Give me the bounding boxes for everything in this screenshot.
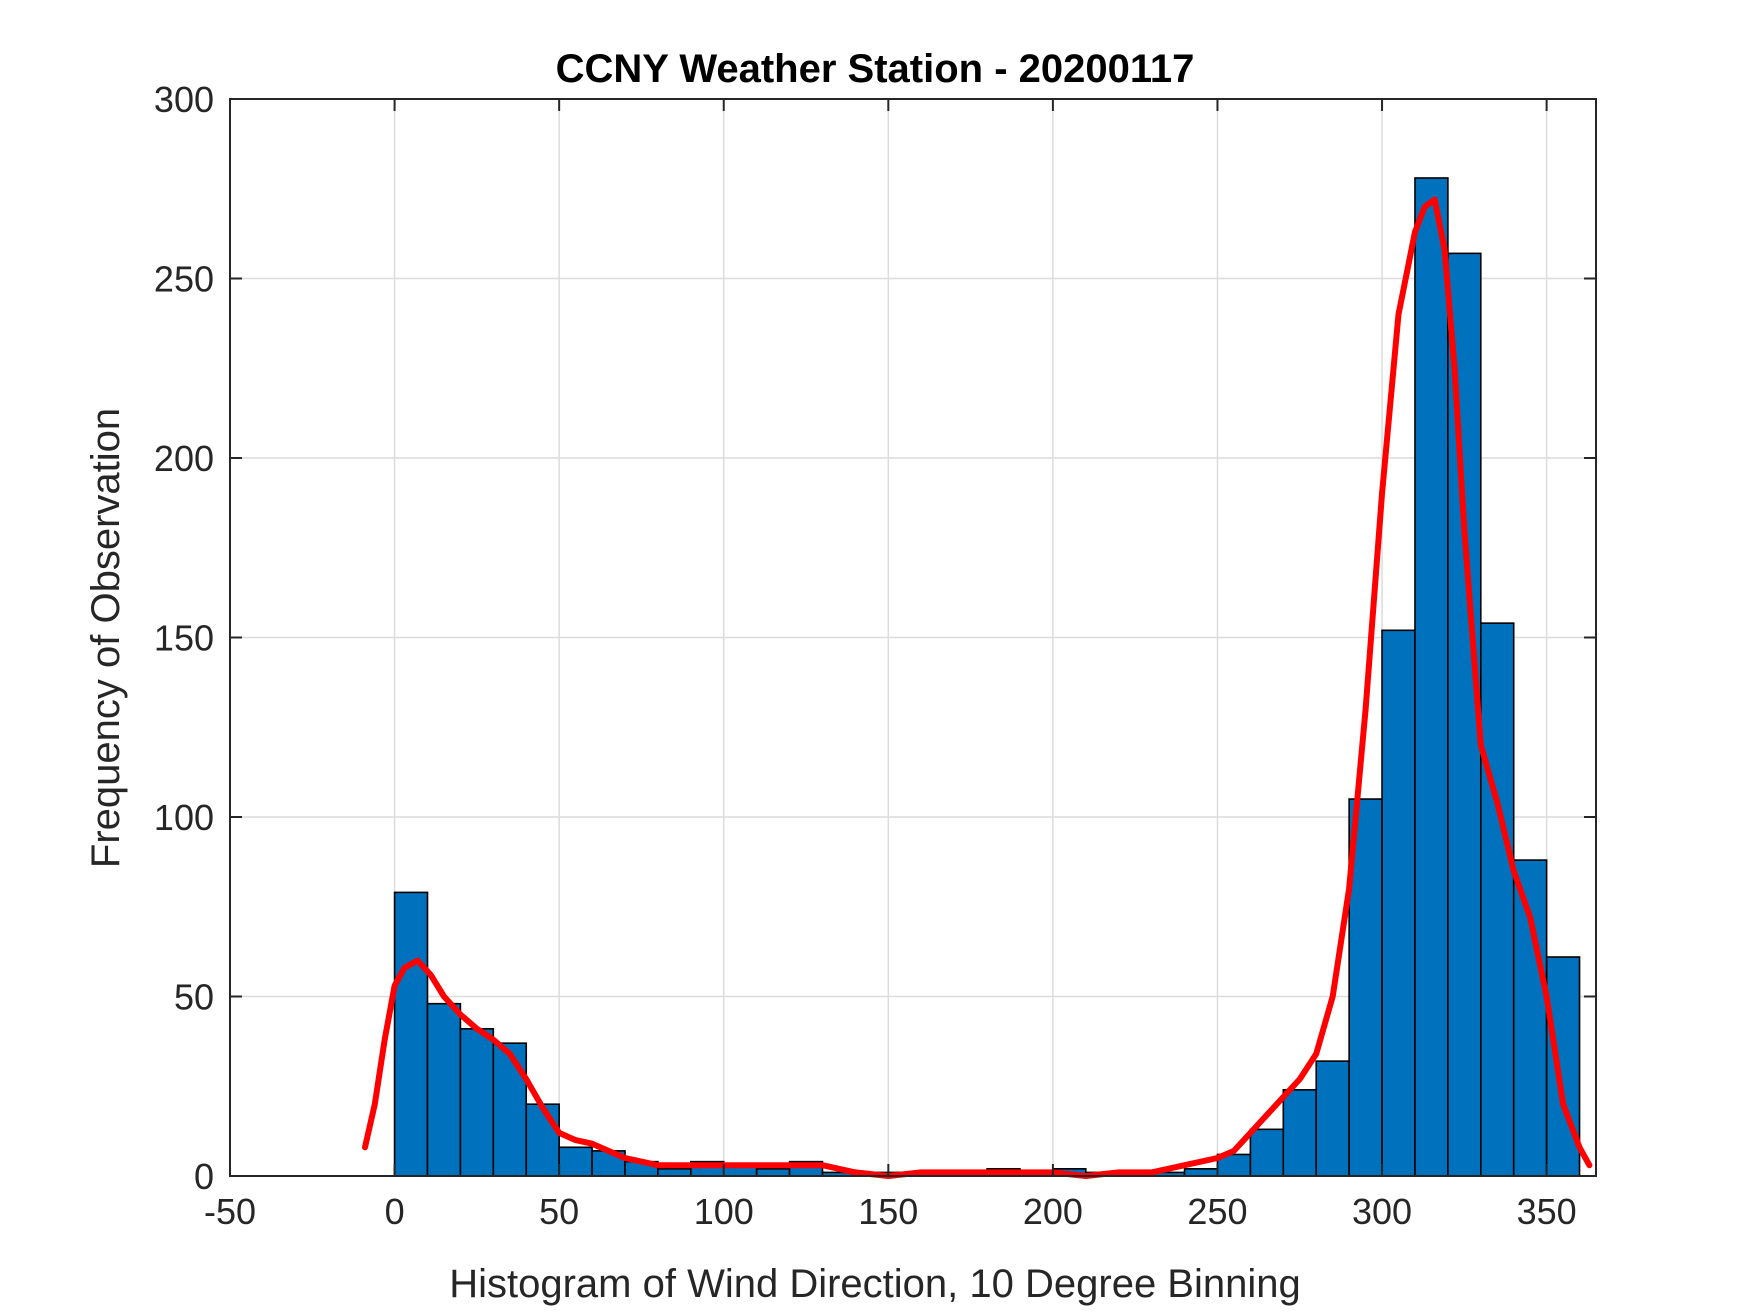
y-axis-label: Frequency of Observation bbox=[84, 408, 128, 868]
x-tick-label: 200 bbox=[1023, 1191, 1083, 1232]
y-tick-label: 200 bbox=[154, 438, 214, 479]
histogram-bar bbox=[1447, 252, 1482, 1177]
x-tick-label: -50 bbox=[204, 1191, 256, 1232]
bar-layer bbox=[393, 177, 1581, 1177]
histogram-bar bbox=[1414, 177, 1449, 1177]
histogram-bar bbox=[1479, 622, 1515, 1177]
histogram-bar bbox=[459, 1028, 495, 1177]
x-tick-label: 150 bbox=[858, 1191, 918, 1232]
y-tick-label: 300 bbox=[154, 79, 214, 120]
histogram-bar bbox=[1315, 1060, 1350, 1177]
x-tick-label: 0 bbox=[385, 1191, 405, 1232]
chart-title: CCNY Weather Station - 20200117 bbox=[556, 47, 1195, 91]
histogram-bar bbox=[657, 1168, 692, 1177]
x-axis-label: Histogram of Wind Direction, 10 Degree B… bbox=[449, 1262, 1301, 1306]
curve-layer bbox=[362, 196, 1593, 1179]
tick-label-layer: -50 0 50 100 150 200 250 300 3500501001502002503… bbox=[154, 79, 1577, 1232]
y-tick-label: 50 bbox=[174, 977, 214, 1018]
axes-layer bbox=[229, 98, 1597, 1177]
histogram-bar bbox=[1512, 859, 1548, 1177]
y-tick-label: 0 bbox=[194, 1156, 214, 1197]
histogram-bar bbox=[1249, 1128, 1285, 1177]
histogram-bar bbox=[426, 1002, 462, 1177]
histogram-bar bbox=[1381, 629, 1416, 1177]
histogram-bar bbox=[1282, 1089, 1318, 1177]
histogram-bar bbox=[492, 1042, 528, 1177]
x-tick-label: 50 bbox=[539, 1191, 579, 1232]
density-curve bbox=[362, 196, 1593, 1179]
x-tick-label: 100 bbox=[694, 1191, 754, 1232]
x-tick-label: 250 bbox=[1187, 1191, 1247, 1232]
histogram-bar bbox=[755, 1168, 791, 1177]
histogram-bar bbox=[1183, 1168, 1219, 1177]
y-tick-label: 150 bbox=[154, 618, 214, 659]
histogram-bar bbox=[525, 1103, 560, 1177]
x-tick-label: 350 bbox=[1517, 1191, 1577, 1232]
y-tick-label: 250 bbox=[154, 259, 214, 300]
histogram-bar bbox=[393, 891, 429, 1177]
y-tick-label: 100 bbox=[154, 797, 214, 838]
histogram-bar bbox=[1545, 956, 1581, 1177]
histogram-bar bbox=[558, 1146, 593, 1177]
x-tick-label: 300 bbox=[1352, 1191, 1412, 1232]
